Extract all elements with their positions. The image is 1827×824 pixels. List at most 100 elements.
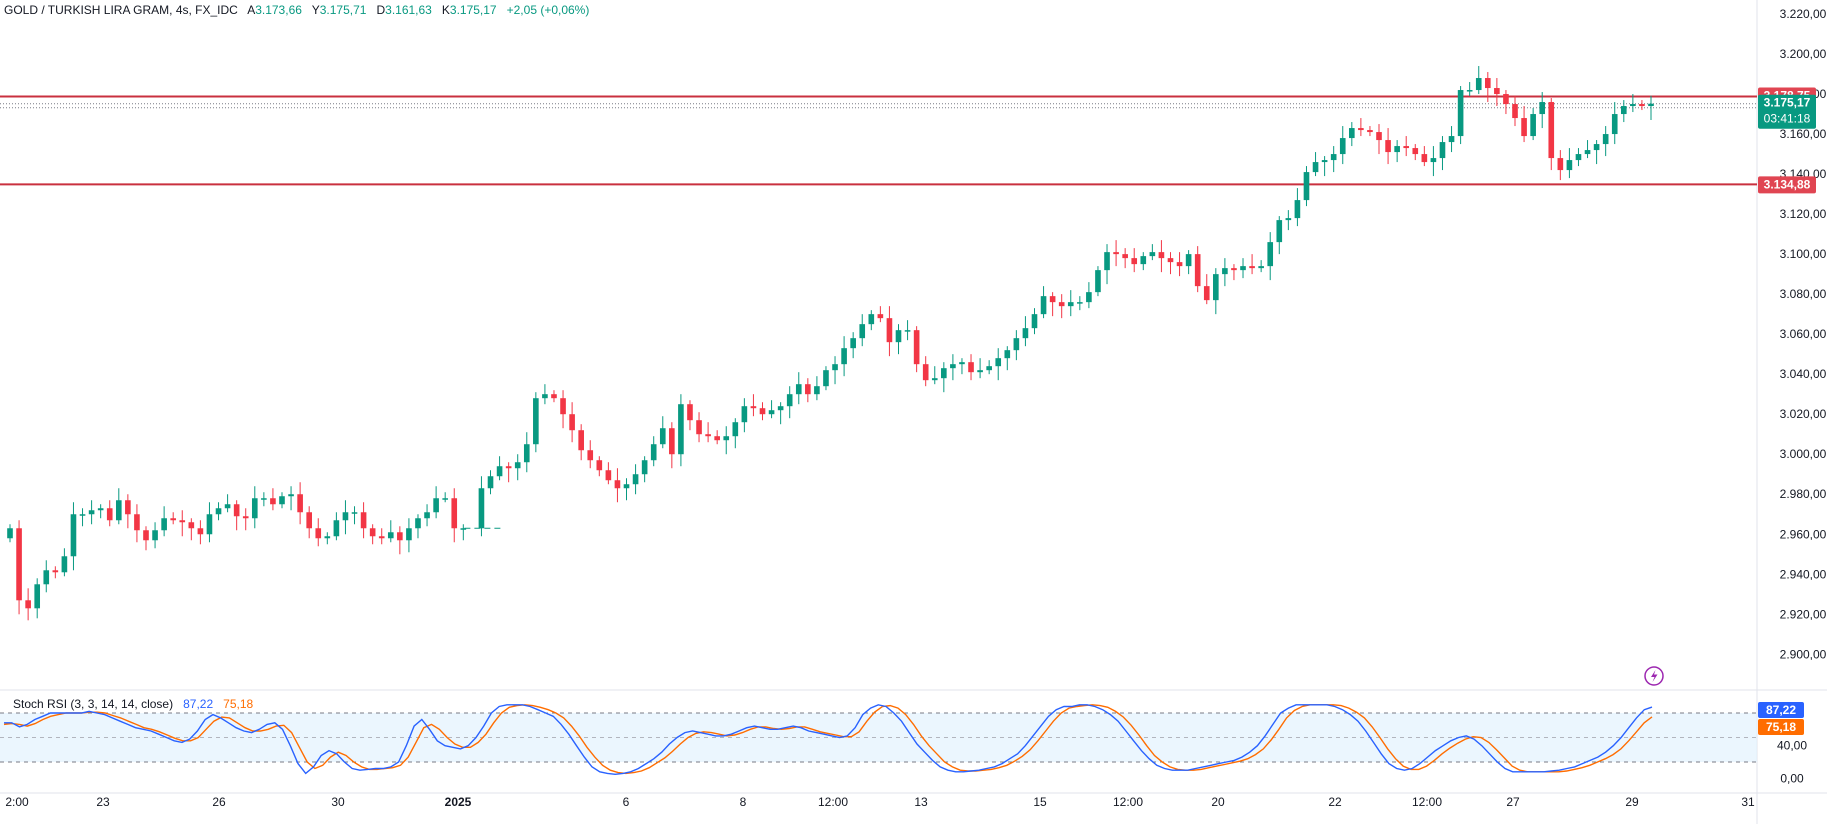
candle-body — [1095, 270, 1101, 293]
candle-body — [1412, 148, 1419, 155]
open-value: 3.173,66 — [255, 3, 302, 17]
candle-body — [750, 406, 757, 409]
time-tick-label: 22 — [1328, 795, 1342, 809]
candle-body — [7, 528, 13, 539]
candle-body — [1430, 158, 1437, 163]
price-tick-label: 3.160,00 — [1780, 127, 1827, 141]
candle-body — [705, 434, 711, 437]
candle-body — [1122, 254, 1128, 259]
candle-body — [433, 498, 439, 513]
stoch-k-tag: 87,22 — [1766, 703, 1796, 717]
candle-body — [315, 528, 322, 539]
stoch-legend: Stoch RSI (3, 3, 14, 14, close) 87,22 75… — [13, 697, 253, 711]
candle-body — [1330, 154, 1337, 161]
candle-body — [1058, 302, 1065, 307]
candle-body — [79, 514, 86, 516]
candle-body — [1312, 162, 1319, 173]
candle-body — [1349, 128, 1355, 139]
candle-body — [596, 460, 603, 471]
candle-body — [261, 498, 267, 500]
candle-body — [669, 428, 675, 455]
candle-body — [977, 370, 983, 373]
lightning-icon-bolt — [1651, 670, 1658, 682]
candle-body — [125, 500, 131, 515]
candle-body — [342, 512, 349, 521]
candle-body — [1031, 314, 1038, 329]
candle-body — [197, 528, 204, 535]
candle-body — [777, 406, 784, 411]
candle-body — [1466, 90, 1473, 92]
open-label: A — [247, 3, 256, 17]
candle-body — [415, 518, 421, 529]
low-value: 3.161,63 — [385, 3, 432, 17]
support-price-tag-bg — [1758, 176, 1816, 194]
candles-group — [7, 66, 1654, 621]
candle-body — [1321, 160, 1328, 163]
candle-body — [687, 404, 693, 421]
candle-body — [795, 384, 802, 395]
candle-body — [496, 466, 503, 477]
candle-body — [659, 428, 666, 445]
candle-body — [378, 536, 385, 539]
candle-body — [34, 584, 41, 609]
candle-body — [115, 500, 122, 521]
candle-body — [1421, 154, 1428, 163]
candle-body — [1620, 106, 1627, 115]
candle-body — [188, 522, 195, 529]
price-tick-label: 2.900,00 — [1780, 647, 1827, 661]
candle-body — [233, 504, 240, 517]
candle-body — [696, 420, 702, 435]
close-value: 3.175,17 — [449, 3, 497, 17]
stoch-k-value: 87,22 — [183, 697, 214, 711]
candle-body — [179, 520, 186, 523]
candle-body — [1249, 266, 1255, 269]
candle-body — [768, 410, 775, 415]
price-tick-label: 3.000,00 — [1780, 447, 1827, 461]
candle-body — [279, 496, 285, 505]
stoch-k-tag-bg — [1758, 702, 1804, 718]
candle-body — [1385, 140, 1391, 153]
candle-body — [1267, 242, 1274, 267]
candle-body — [1593, 144, 1600, 151]
candle-body — [1004, 350, 1011, 359]
candle-body — [1067, 302, 1074, 307]
candle-body — [1077, 302, 1083, 304]
time-tick-label: 20 — [1211, 795, 1225, 809]
candle-body — [351, 512, 358, 514]
candle-body — [587, 450, 594, 461]
candle-body — [1294, 200, 1301, 219]
candle-body — [551, 394, 557, 399]
candle-body — [1575, 154, 1582, 161]
candle-body — [1484, 78, 1491, 89]
candle-body — [614, 480, 621, 489]
candle-body — [442, 498, 448, 500]
price-tick-label: 3.100,00 — [1780, 247, 1827, 261]
candle-body — [542, 394, 548, 399]
candle-body — [922, 364, 929, 381]
candle-body — [877, 314, 884, 319]
time-tick-label: 12:00 — [818, 795, 848, 809]
candle-body — [1049, 296, 1056, 303]
candle-body — [360, 512, 367, 529]
candle-body — [1566, 160, 1573, 171]
candle-body — [560, 398, 566, 415]
candle-body — [1394, 146, 1400, 153]
last-price-tag-bg — [1758, 94, 1816, 129]
candle-body — [1258, 266, 1264, 269]
stoch-band — [0, 713, 1757, 762]
candle-body — [224, 504, 231, 509]
candle-body — [1584, 150, 1591, 155]
candle-body — [523, 444, 530, 463]
change-value: +2,05 (+0,06%) — [506, 3, 590, 17]
candle-body — [387, 532, 394, 539]
time-tick-label: 13 — [914, 795, 928, 809]
candle-body — [1104, 252, 1110, 271]
lightning-icon-ring — [1644, 666, 1664, 686]
candle-body — [61, 556, 68, 573]
candle-body — [1376, 132, 1382, 141]
candle-body — [369, 528, 376, 537]
price-tick-label: 2.980,00 — [1780, 487, 1827, 501]
candle-body — [1367, 130, 1373, 133]
